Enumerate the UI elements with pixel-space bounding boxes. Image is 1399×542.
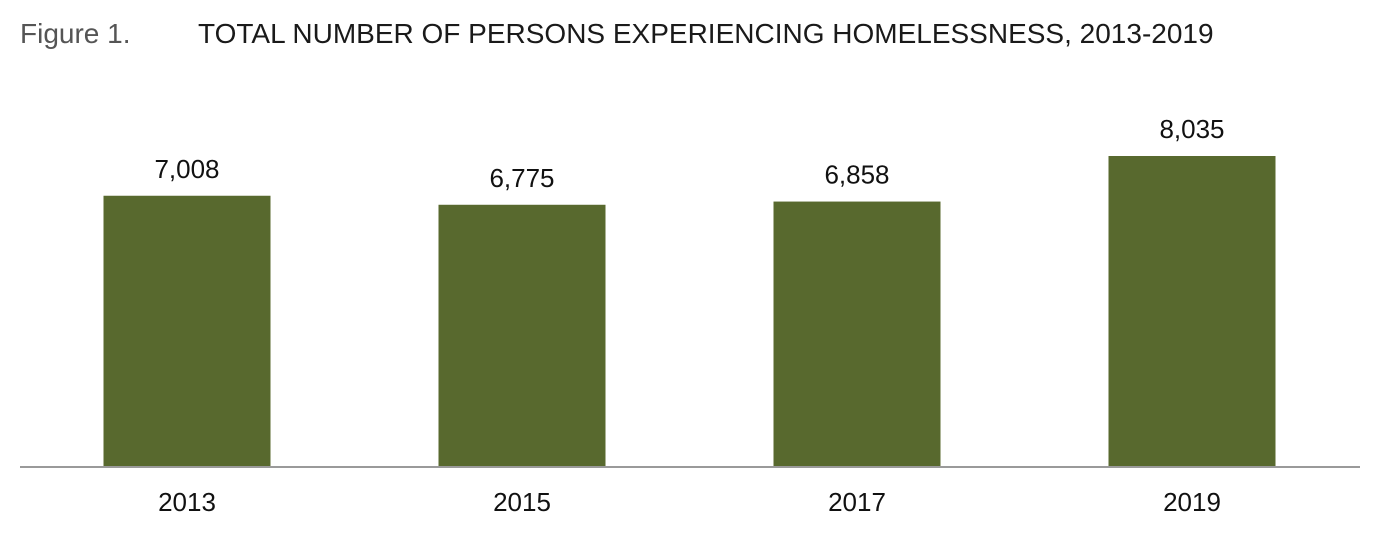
figure-caption: Figure 1. TOTAL NUMBER OF PERSONS EXPERIE…	[20, 14, 1214, 54]
x-tick-label-2015: 2015	[493, 487, 551, 517]
figure-label: Figure 1.	[20, 18, 131, 49]
bar-2013	[103, 195, 271, 467]
bar-2015	[438, 204, 606, 467]
value-label-2017: 6,858	[824, 160, 889, 190]
value-labels-layer: 7,008 6,775 6,858 8,035	[154, 114, 1224, 193]
x-tick-label-2013: 2013	[158, 487, 216, 517]
x-tick-label-2017: 2017	[828, 487, 886, 517]
value-label-2019: 8,035	[1159, 114, 1224, 144]
bar-2019	[1108, 156, 1276, 467]
value-label-2013: 7,008	[154, 154, 219, 184]
bars-layer	[103, 156, 1276, 467]
bar-2017	[773, 201, 941, 467]
x-tick-label-2019: 2019	[1163, 487, 1221, 517]
value-label-2015: 6,775	[489, 163, 554, 193]
chart-title: TOTAL NUMBER OF PERSONS EXPERIENCING HOM…	[198, 18, 1214, 49]
x-tick-labels-layer: 2013 2015 2017 2019	[158, 487, 1221, 517]
